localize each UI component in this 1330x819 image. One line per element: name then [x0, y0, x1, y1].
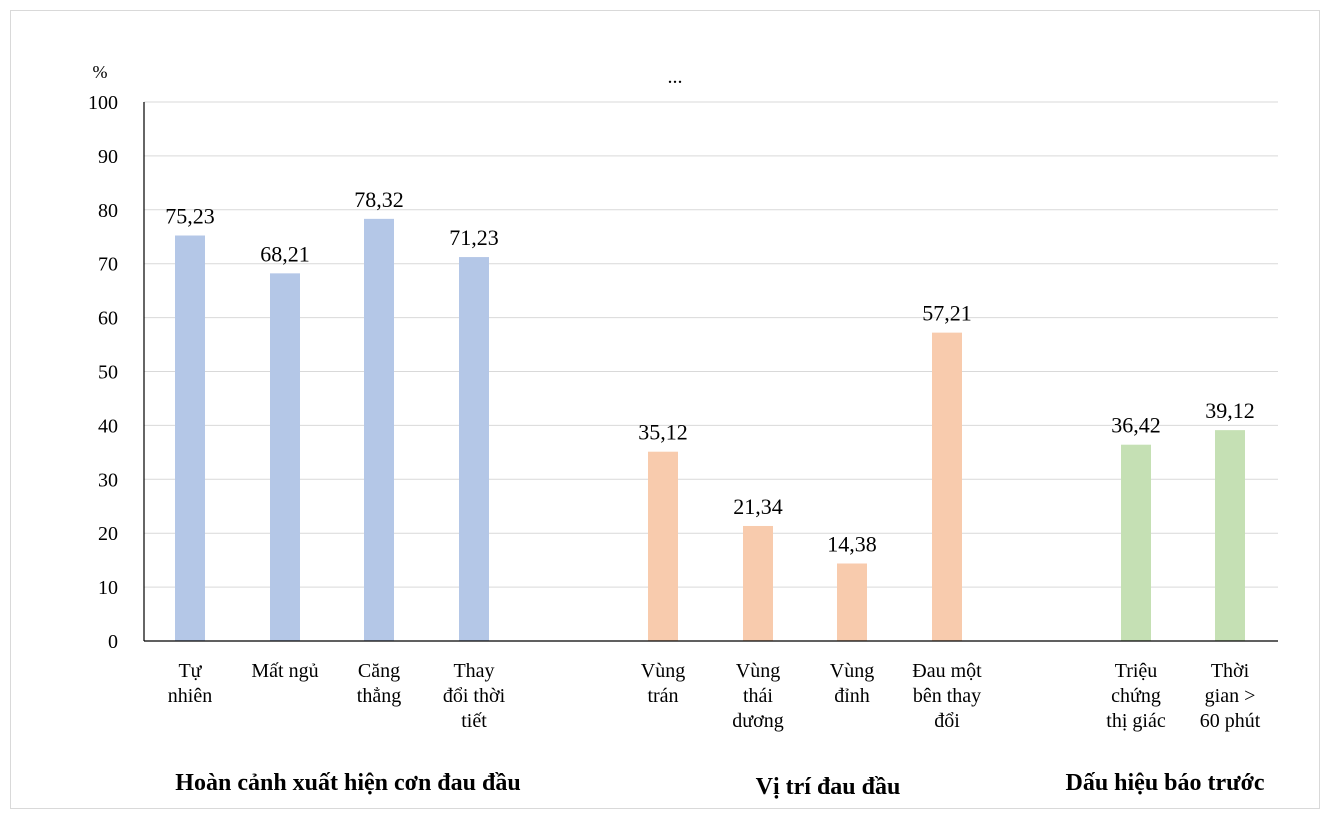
bar — [648, 451, 678, 641]
x-tick-label: Căng thẳng — [357, 660, 401, 707]
y-tick-label: 30 — [98, 469, 118, 491]
bar — [837, 563, 867, 641]
bar — [743, 525, 773, 641]
bar — [175, 235, 205, 641]
y-axis-ticks: 0 10 20 30 40 50 60 70 80 90 100 — [88, 92, 118, 653]
group-label: Vị trí đau đầu — [756, 774, 901, 800]
y-tick-label: 100 — [88, 92, 118, 114]
bar — [270, 273, 300, 641]
x-tick-label: Thời gian >60 phút — [1200, 660, 1261, 732]
data-label: 57,21 — [922, 301, 972, 326]
x-tick-label: Đau một bên thay đổi — [912, 660, 982, 732]
y-tick-label: 60 — [98, 308, 118, 330]
bar — [932, 332, 962, 641]
y-tick-label: 70 — [98, 254, 118, 276]
chart-title: ... — [668, 66, 683, 88]
x-tick-label: Mất ngủ — [251, 660, 318, 682]
y-tick-label: 20 — [98, 523, 118, 545]
x-tick-label: Vùng thái dương — [732, 660, 783, 732]
y-tick-label: 10 — [98, 577, 118, 599]
data-label: 14,38 — [827, 531, 877, 556]
data-label: 35,12 — [638, 420, 688, 445]
chart-frame — [10, 10, 1320, 809]
bar — [459, 257, 489, 641]
group-label: Hoàn cảnh xuất hiện cơn đau đầu — [175, 770, 520, 796]
bars: 75,23 68,21 78,32 71,23 35,12 21,34 14,38 57,21… — [165, 187, 1255, 641]
x-tick-label: Thay đổi thời tiết — [443, 660, 506, 732]
data-label: 21,34 — [733, 494, 783, 519]
x-tick-label: Tự nhiên — [168, 660, 212, 707]
category-labels: Tự nhiên Mất ngủ Căng thẳng Thay đổi thời tiết V… — [168, 660, 1261, 732]
bar — [1215, 430, 1245, 641]
data-label: 39,12 — [1205, 398, 1255, 423]
axes — [143, 102, 1278, 642]
y-axis-unit-label: % — [93, 62, 108, 82]
data-label: 68,21 — [260, 241, 310, 266]
y-tick-label: 40 — [98, 415, 118, 437]
data-label: 78,32 — [354, 187, 404, 212]
x-tick-label: Triệu chứng thị giác — [1106, 660, 1166, 732]
y-tick-label: 0 — [108, 631, 118, 653]
data-label: 75,23 — [165, 204, 215, 229]
y-tick-label: 80 — [98, 200, 118, 222]
gridlines — [144, 101, 1278, 588]
y-tick-label: 90 — [98, 146, 118, 168]
group-labels: Hoàn cảnh xuất hiện cơn đau đầu Vị trí đa… — [175, 770, 1265, 800]
group-label: Dấu hiệu báo trước — [1065, 770, 1264, 796]
data-label: 36,42 — [1111, 413, 1161, 438]
x-tick-label: Vùng đỉnh — [830, 660, 874, 707]
bar — [364, 218, 394, 641]
x-tick-label: Vùng trán — [641, 660, 685, 707]
data-label: 71,23 — [449, 225, 499, 250]
y-tick-label: 50 — [98, 362, 118, 384]
bar — [1121, 444, 1151, 641]
